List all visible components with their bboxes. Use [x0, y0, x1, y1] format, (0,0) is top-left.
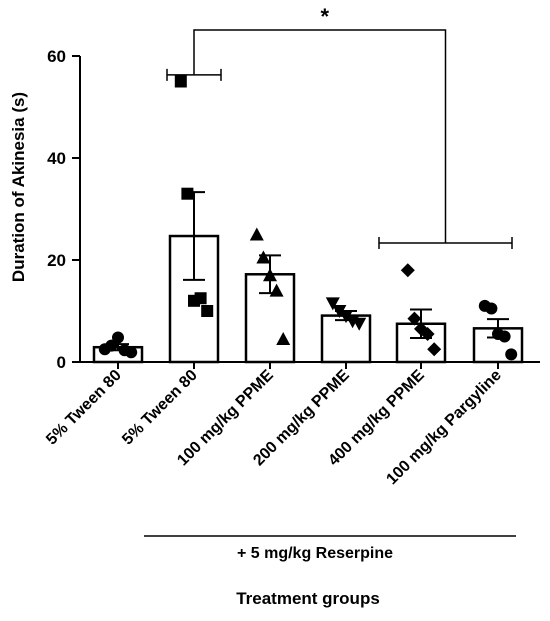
data-point [263, 268, 277, 282]
x-category-label: 5% Tween 80 [119, 367, 201, 449]
data-point [256, 250, 271, 264]
data-point [201, 305, 214, 317]
data-point [400, 263, 415, 278]
data-point [407, 311, 422, 326]
data-point [181, 187, 194, 200]
data-point [498, 330, 511, 343]
data-point [125, 346, 138, 359]
significance-bracket [193, 29, 447, 243]
y-axis-title: Duration of Akinesia (s) [9, 92, 28, 282]
data-point [249, 227, 264, 241]
significance-range-bracket [378, 237, 513, 249]
y-tick-label: 40 [47, 149, 66, 168]
x-axis-title: Treatment groups [236, 589, 380, 608]
annotations-layer: + 5 mg/kg Reserpine * [144, 4, 516, 562]
error-bars-layer [107, 191, 509, 352]
y-tick-label: 60 [47, 47, 66, 66]
data-point [332, 305, 347, 318]
reserpine-group-label: + 5 mg/kg Reserpine [237, 545, 393, 562]
axes-layer [79, 56, 540, 363]
significance-star: * [320, 4, 329, 29]
y-tick-label: 0 [57, 353, 66, 372]
data-point [427, 342, 442, 357]
data-point [505, 348, 518, 361]
data-point [339, 310, 353, 324]
data-point [269, 283, 284, 297]
data-point [194, 292, 207, 305]
data-point [276, 332, 291, 346]
bars-layer [92, 234, 524, 364]
y-tick-label: 20 [47, 251, 66, 270]
x-category-label: 5% Tween 80 [43, 367, 125, 449]
data-point [352, 317, 367, 331]
data-point [112, 331, 124, 344]
data-point [105, 339, 118, 352]
significance-sub-bracket [166, 68, 222, 81]
points-layer [98, 75, 518, 361]
data-point [420, 326, 435, 341]
y-ticks-layer: 0 20 40 60 [47, 47, 80, 372]
data-point [174, 75, 187, 88]
data-point [325, 297, 340, 311]
data-point [485, 302, 498, 315]
